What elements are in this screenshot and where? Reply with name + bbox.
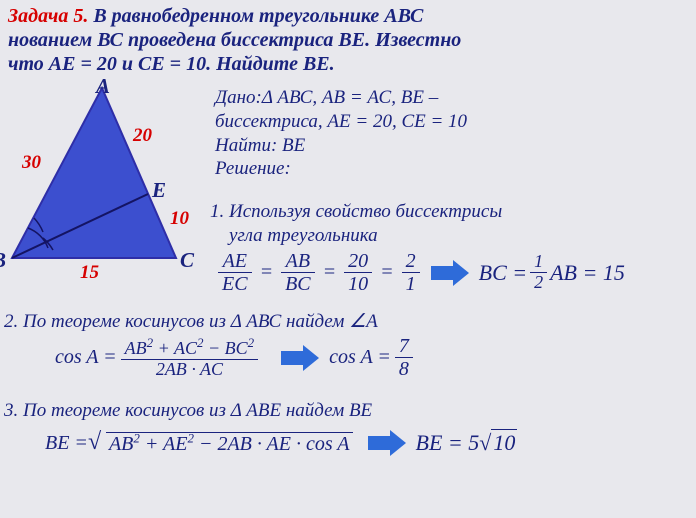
- title-line-3: что АЕ = 20 и СЕ = 10. Найдите ВЕ.: [8, 53, 335, 75]
- step3-equation: BE = AB2 + AE2 − 2AB · AE · cos A BE = 5…: [45, 430, 517, 456]
- vertex-b: B: [0, 248, 6, 273]
- side-ec: 10: [170, 208, 189, 230]
- frac-ab-bc: ABBC: [281, 250, 315, 295]
- arrow-icon: [368, 430, 408, 456]
- step1-equation: AEEC = ABBC = 2010 = 21 BC = 12 AB = 15: [215, 250, 625, 295]
- given-l2: биссектриса, АЕ = 20, СЕ = 10: [215, 110, 685, 134]
- problem-title: Задача 5. В равнобедренном треугольнике …: [0, 0, 696, 76]
- cos-frac: AB2 + AC2 − BC2 2AB · AC: [121, 336, 259, 380]
- step2-equation: cos A = AB2 + AC2 − BC2 2AB · AC cos A =…: [55, 335, 416, 380]
- step1-text-l2: угла треугольника: [229, 225, 378, 246]
- problem-number: Задача 5.: [8, 5, 88, 27]
- frac-2-1: 21: [402, 250, 420, 295]
- side-ab: 30: [22, 152, 41, 174]
- arrow-icon: [281, 345, 321, 371]
- side-bc: 15: [80, 262, 99, 284]
- sqrt-expr: AB2 + AE2 − 2AB · AE · cos A: [92, 430, 353, 456]
- vertex-a: A: [96, 74, 110, 99]
- step1-num: 1.: [210, 201, 224, 222]
- side-ae: 20: [133, 125, 152, 147]
- frac-7-8: 78: [395, 335, 413, 380]
- frac-20-10: 2010: [344, 250, 372, 295]
- step2-num: 2.: [4, 311, 18, 332]
- vertex-c: C: [180, 248, 194, 273]
- cos-a-res: cos A =: [329, 346, 391, 369]
- title-line-2: нованием ВС проведена биссектриса ВЕ. Из…: [8, 29, 461, 51]
- cos-a-lhs: cos A =: [55, 346, 117, 369]
- step2-text: По теореме косинусов из Δ АВС найдем ∠А: [23, 311, 378, 332]
- step1-text-l1: Используя свойство биссектрисы: [229, 201, 502, 222]
- triangle-diagram: A B C E 30 20 10 15: [0, 80, 225, 285]
- title-line-1: В равнобедренном треугольнике АВС: [88, 5, 423, 27]
- step-2: 2. По теореме косинусов из Δ АВС найдем …: [4, 310, 378, 333]
- bc-result-rhs: AB = 15: [550, 260, 625, 286]
- given-block: Дано:Δ АВС, АВ = АС, ВЕ – биссектриса, А…: [215, 86, 685, 181]
- given-l4: Решение:: [215, 157, 685, 181]
- step-1: 1. Используя свойство биссектрисы угла т…: [210, 200, 680, 248]
- step3-text: По теореме косинусов из Δ АВЕ найдем ВЕ: [23, 400, 372, 421]
- frac-ae-ec: AEEC: [218, 250, 252, 295]
- step-3: 3. По теореме косинусов из Δ АВЕ найдем …: [4, 400, 372, 422]
- given-l1: Дано:Δ АВС, АВ = АС, ВЕ –: [215, 86, 685, 110]
- be-lhs: BE =: [45, 432, 88, 455]
- vertex-e: E: [152, 178, 166, 203]
- given-l3: Найти: ВЕ: [215, 134, 685, 158]
- frac-half: 12: [530, 252, 547, 293]
- step3-num: 3.: [4, 400, 18, 421]
- be-result: BE = 5√10: [416, 430, 518, 456]
- bc-result-lhs: BC =: [479, 260, 527, 286]
- arrow-icon: [431, 260, 471, 286]
